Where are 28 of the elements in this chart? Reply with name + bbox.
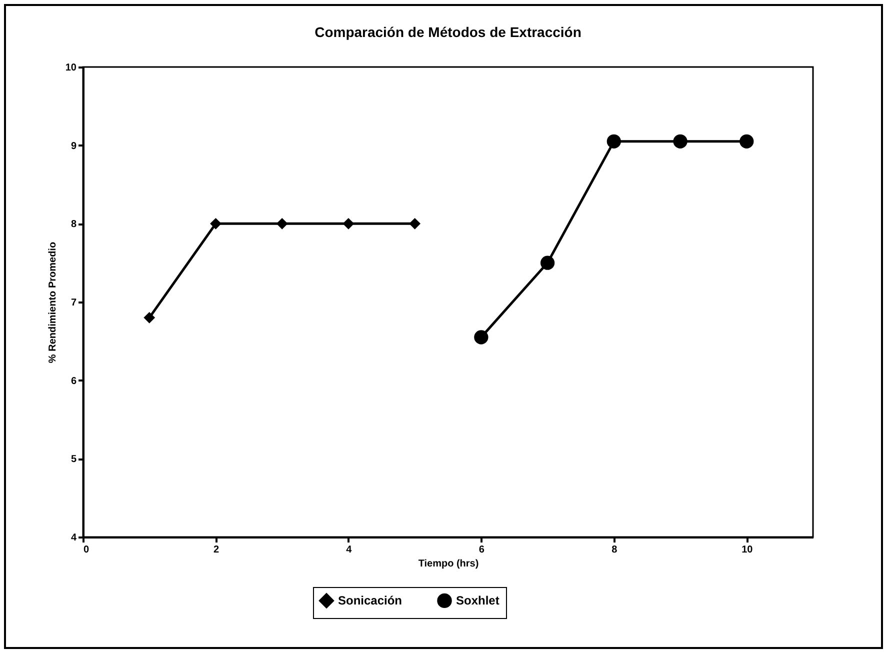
point: [276, 218, 288, 230]
x-axis-title: Tiempo (hrs): [418, 558, 479, 570]
y-tick-label: 5: [70, 454, 77, 466]
point: [673, 134, 688, 148]
x-tick-label: 0: [84, 544, 90, 556]
chart-title: Comparación de Métodos de Extracción: [314, 24, 582, 40]
point: [606, 134, 621, 148]
x-tick-label: 6: [478, 544, 485, 556]
point: [474, 330, 488, 344]
x-tick-label: 2: [213, 544, 220, 556]
y-tick-label: 7: [70, 298, 77, 308]
y-tick-label: 10: [65, 62, 77, 74]
y-tick-label: 4: [70, 532, 77, 544]
point: [144, 312, 156, 324]
x-tick-label: 4: [346, 544, 352, 556]
y-tick-label: 9: [70, 140, 77, 152]
legend-label: Soxhlet: [456, 594, 500, 608]
x-tick-label: 10: [742, 544, 754, 556]
x-tick-label: 8: [612, 544, 618, 556]
point: [210, 218, 222, 230]
y-tick-label: 6: [70, 376, 77, 387]
point: [409, 218, 421, 230]
legend-label: Sonicación: [338, 594, 402, 608]
y-axis-title: % Rendimiento Promedio: [47, 242, 58, 364]
point: [740, 134, 754, 148]
y-tick-label: 8: [70, 219, 77, 230]
point: [540, 256, 555, 270]
point: [342, 218, 354, 230]
